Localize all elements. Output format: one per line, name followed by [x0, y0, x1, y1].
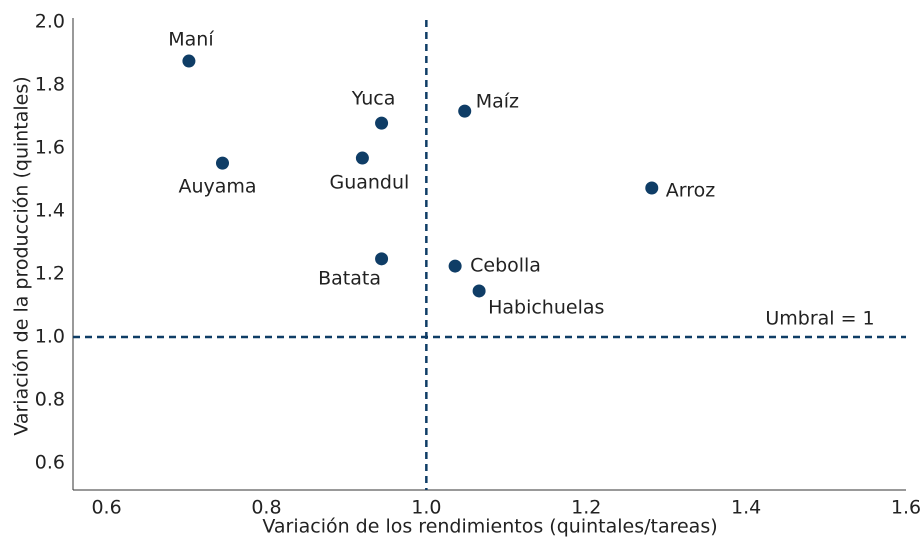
y-tick-label: 1.6: [35, 136, 65, 158]
point-label: Maní: [168, 29, 214, 51]
point-label: Yuca: [351, 88, 396, 110]
point-label: Auyama: [178, 176, 256, 198]
point: [375, 252, 389, 266]
point-label: Cebolla: [470, 255, 541, 277]
y-tick-label: 1.2: [35, 262, 65, 284]
point-label: Arroz: [666, 179, 715, 201]
x-tick-label: 0.6: [91, 497, 121, 519]
annotation: Umbral = 1: [765, 307, 874, 329]
point: [458, 104, 472, 118]
point: [215, 156, 229, 170]
point-label: Guandul: [329, 172, 409, 194]
x-tick-label: 0.8: [251, 497, 281, 519]
y-tick-label: 1.0: [35, 325, 65, 347]
point: [645, 181, 659, 195]
point-label: Habichuelas: [488, 296, 604, 318]
y-axis-label: Variación de la producción (quintales): [11, 76, 33, 435]
y-tick-label: 0.6: [35, 451, 65, 473]
point-label: Maíz: [476, 91, 519, 113]
x-axis-label: Variación de los rendimientos (quintales…: [262, 516, 717, 538]
y-tick-label: 2.0: [35, 11, 65, 33]
x-tick-label: 1.0: [411, 497, 441, 519]
x-tick-label: 1.4: [731, 497, 761, 519]
x-tick-label: 1.2: [571, 497, 601, 519]
x-tick-label: 1.6: [891, 497, 921, 519]
point: [355, 151, 369, 165]
y-tick-label: 1.4: [35, 199, 65, 221]
point-label: Batata: [318, 267, 381, 289]
y-tick-label: 0.8: [35, 388, 65, 410]
y-tick-label: 1.8: [35, 73, 65, 95]
point: [375, 116, 389, 130]
point: [448, 259, 462, 273]
point: [182, 54, 196, 68]
point: [472, 284, 486, 298]
